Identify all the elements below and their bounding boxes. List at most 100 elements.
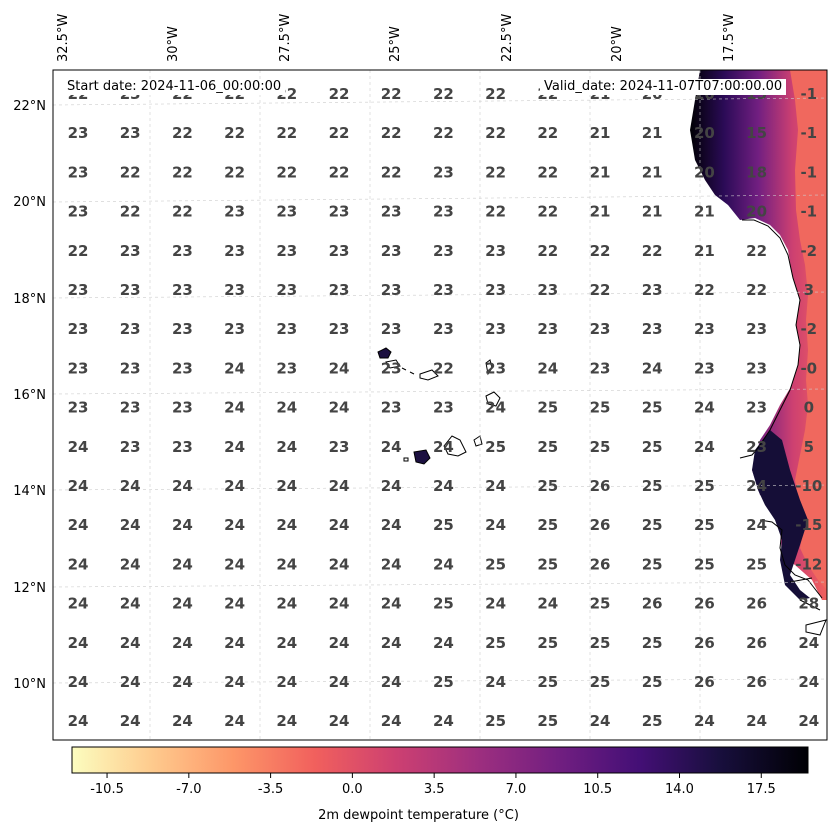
grid-value: 24 xyxy=(224,399,245,417)
grid-value: 22 xyxy=(381,124,402,142)
grid-value: 24 xyxy=(276,595,297,613)
grid-value: 24 xyxy=(276,673,297,691)
colorbar-tick-label: 17.5 xyxy=(747,782,776,797)
valid-date-label: Valid_date: 2024-11-07T07:00:00.00 xyxy=(540,79,787,95)
grid-value: 21 xyxy=(590,163,611,181)
grid-value: 25 xyxy=(433,516,454,534)
grid-value: 22 xyxy=(224,163,245,181)
grid-value: 24 xyxy=(798,634,819,652)
grid-value: 23 xyxy=(381,203,402,221)
grid-value: 26 xyxy=(590,555,611,573)
longitude-labels: 32.5°W 30°W 27.5°W 25°W 22.5°W 20°W 17.5… xyxy=(56,14,737,62)
lon-label: 22.5°W xyxy=(500,14,515,62)
lon-label: 27.5°W xyxy=(278,14,293,62)
grid-value: 28 xyxy=(798,595,819,613)
grid-value: 24 xyxy=(694,712,715,730)
grid-value: 24 xyxy=(537,595,558,613)
grid-value: 23 xyxy=(746,359,767,377)
grid-value: 24 xyxy=(276,438,297,456)
grid-value: 22 xyxy=(485,124,506,142)
grid-value: 24 xyxy=(68,634,89,652)
grid-value: 23 xyxy=(433,320,454,338)
grid-value: 26 xyxy=(746,634,767,652)
grid-value: 23 xyxy=(276,281,297,299)
grid-value: 26 xyxy=(694,634,715,652)
grid-value: 26 xyxy=(746,595,767,613)
grid-value: 24 xyxy=(120,516,141,534)
lon-label: 17.5°W xyxy=(722,14,737,62)
lon-label: 25°W xyxy=(388,26,403,62)
grid-value: 23 xyxy=(329,438,350,456)
grid-value: 24 xyxy=(381,673,402,691)
grid-value: 25 xyxy=(537,673,558,691)
coastline xyxy=(739,219,801,459)
grid-value: 24 xyxy=(224,477,245,495)
grid-value: 24 xyxy=(485,477,506,495)
grid-value: 25 xyxy=(537,712,558,730)
grid-value: 23 xyxy=(276,242,297,260)
grid-value: 21 xyxy=(694,242,715,260)
colorbar: -10.5 -7.0 -3.5 0.0 3.5 7.0 10.5 14.0 17.5 xyxy=(71,746,809,797)
grid-value: 23 xyxy=(68,281,89,299)
grid-value: 24 xyxy=(172,634,193,652)
grid-value: 24 xyxy=(276,477,297,495)
grid-value: 23 xyxy=(224,242,245,260)
grid-value: 26 xyxy=(642,595,663,613)
grid-value: -15 xyxy=(795,516,822,534)
lat-label: 16°N xyxy=(13,388,46,403)
grid-value: 26 xyxy=(590,477,611,495)
grid-value: 22 xyxy=(694,281,715,299)
grid-value: 24 xyxy=(642,359,663,377)
grid-value: 24 xyxy=(329,477,350,495)
colorbar-tick-label: -10.5 xyxy=(90,782,124,797)
grid-value: 23 xyxy=(590,320,611,338)
grid-value: 24 xyxy=(68,477,89,495)
grid-value: 24 xyxy=(329,359,350,377)
grid-value: 24 xyxy=(120,673,141,691)
grid-value: 26 xyxy=(694,673,715,691)
grid-value: 0 xyxy=(804,399,814,417)
grid-value: 25 xyxy=(537,634,558,652)
colorbar-tick-label: 7.0 xyxy=(506,782,527,797)
start-date-label: Start date: 2024-11-06_00:00:00 xyxy=(63,79,286,95)
grid-value: 25 xyxy=(590,673,611,691)
grid-value: 23 xyxy=(172,438,193,456)
grid-value: 23 xyxy=(433,281,454,299)
valid-date-text: Valid_date: 2024-11-07T07:00:00.00 xyxy=(544,79,783,94)
grid-value: 23 xyxy=(433,203,454,221)
grid-value: 23 xyxy=(381,359,402,377)
grid-value: 24 xyxy=(224,359,245,377)
grid-value: 20 xyxy=(746,203,767,221)
grid-value: 24 xyxy=(329,673,350,691)
grid-value: 22 xyxy=(329,124,350,142)
grid-value: 24 xyxy=(329,595,350,613)
grid-value: 24 xyxy=(172,477,193,495)
grid-value: 26 xyxy=(746,673,767,691)
grid-value: 25 xyxy=(537,477,558,495)
grid-value: 24 xyxy=(172,516,193,534)
grid-value: 23 xyxy=(642,281,663,299)
lon-label: 32.5°W xyxy=(56,14,71,62)
grid-value: 24 xyxy=(746,477,767,495)
grid-value: 24 xyxy=(276,712,297,730)
grid-value: 25 xyxy=(590,399,611,417)
grid-value: 24 xyxy=(224,516,245,534)
grid-value: 24 xyxy=(224,712,245,730)
grid-value: 23 xyxy=(746,320,767,338)
grid-value: 25 xyxy=(537,438,558,456)
grid-value: 25 xyxy=(485,634,506,652)
grid-value: 22 xyxy=(433,359,454,377)
grid-value: 25 xyxy=(642,634,663,652)
colorbar-label: 2m dewpoint temperature (°C) xyxy=(318,808,519,823)
colorbar-gradient xyxy=(71,746,809,774)
grid-value: 23 xyxy=(381,320,402,338)
grid-value: 23 xyxy=(224,203,245,221)
grid-value: 22 xyxy=(590,281,611,299)
grid-value: 23 xyxy=(537,281,558,299)
grid-value: 23 xyxy=(120,399,141,417)
grid-value: 25 xyxy=(433,595,454,613)
grid-value: -1 xyxy=(800,85,817,103)
grid-value: 23 xyxy=(172,320,193,338)
grid-value: 24 xyxy=(276,634,297,652)
map-frame xyxy=(52,69,828,741)
